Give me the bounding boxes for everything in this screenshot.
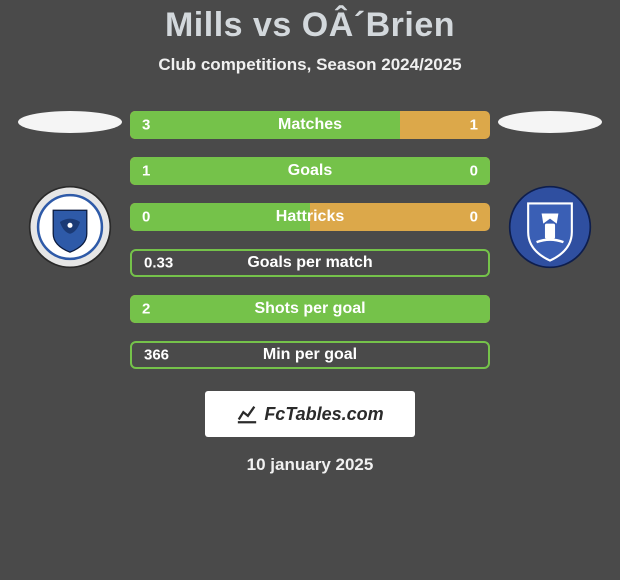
infographic-container: Mills vs OÂ´Brien Club competitions, Sea…: [0, 0, 620, 475]
stat-row: 3 Matches 1: [130, 111, 490, 139]
chart-icon: [236, 403, 258, 425]
stat-value-right: 1: [470, 117, 478, 134]
logo-text: FcTables.com: [264, 404, 383, 425]
stat-value-left: 3: [142, 117, 150, 134]
stat-label: Goals per match: [247, 254, 372, 272]
stat-value-left: 2: [142, 301, 150, 318]
stat-bar-left-fill: [130, 111, 400, 139]
everton-badge: [508, 185, 592, 269]
right-player-column: [490, 111, 610, 269]
stat-value-left: 366: [144, 347, 169, 364]
stat-value-right: 0: [470, 209, 478, 226]
player-silhouette-placeholder: [18, 111, 122, 133]
stat-label: Hattricks: [276, 208, 344, 226]
stat-row: 2 Shots per goal: [130, 295, 490, 323]
stat-value-right: 0: [470, 163, 478, 180]
stats-bars: 3 Matches 1 1 Goals 0 0 Hattricks 0 0.33 Goals per…: [130, 111, 490, 369]
stat-row: 366 Min per goal: [130, 341, 490, 369]
page-title: Mills vs OÂ´Brien: [165, 6, 455, 45]
stat-row: 0 Hattricks 0: [130, 203, 490, 231]
stat-row: 0.33 Goals per match: [130, 249, 490, 277]
stat-label: Matches: [278, 116, 342, 134]
stat-row: 1 Goals 0: [130, 157, 490, 185]
stat-label: Goals: [288, 162, 332, 180]
player-silhouette-placeholder: [498, 111, 602, 133]
stat-value-left: 0: [142, 209, 150, 226]
fctables-logo: FcTables.com: [205, 391, 415, 437]
stat-value-left: 1: [142, 163, 150, 180]
subtitle: Club competitions, Season 2024/2025: [158, 55, 461, 75]
stat-value-left: 0.33: [144, 255, 173, 272]
stat-label: Min per goal: [263, 346, 357, 364]
left-player-column: [10, 111, 130, 269]
content-row: 3 Matches 1 1 Goals 0 0 Hattricks 0 0.33 Goals per…: [0, 111, 620, 369]
stat-label: Shots per goal: [254, 300, 365, 318]
peterborough-united-badge: [28, 185, 112, 269]
date-label: 10 january 2025: [247, 455, 374, 475]
